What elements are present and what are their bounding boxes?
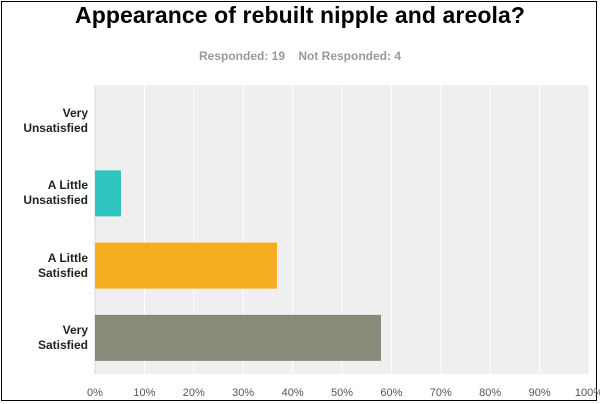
x-tick-label: 90% [528,387,551,399]
y-category-label-line: Very [62,322,88,337]
x-tick-label: 100% [574,387,600,399]
y-category-label-line: Satisfied [37,337,88,352]
chart-title: Appearance of rebuilt nipple and areola? [74,2,526,28]
bar [95,170,121,217]
x-tick-label: 80% [479,387,502,399]
y-category-label: A Little Satisfied [0,251,88,281]
x-tick-label: 70% [429,387,452,399]
x-tick-label: 10% [133,387,156,399]
x-tick-label: 30% [232,387,255,399]
not-responded-count: Not Responded: 4 [298,49,402,63]
bar [95,314,381,361]
y-category-label-line: A Little [47,250,88,265]
y-category-label-line: Unsatisfied [23,193,88,208]
response-stats: Responded: 19 Not Responded: 4 [0,49,600,63]
x-tick-label: 40% [281,387,304,399]
x-tick-label: 0% [87,387,103,399]
x-tick-label: 20% [182,387,205,399]
responded-count: Responded: 19 [198,49,285,63]
y-category-label-line: Satisfied [37,265,88,280]
y-category-label-line: A Little [47,178,88,193]
y-category-label: A Little Unsatisfied [0,178,88,208]
y-category-label: Very Unsatisfied [0,106,88,136]
x-tick-label: 60% [380,387,403,399]
x-tick-label: 50% [330,387,354,399]
bar [95,242,277,289]
y-category-label-line: Very [62,106,88,121]
y-category-label: Very Satisfied [0,323,88,353]
y-category-label-line: Unsatisfied [23,121,88,136]
